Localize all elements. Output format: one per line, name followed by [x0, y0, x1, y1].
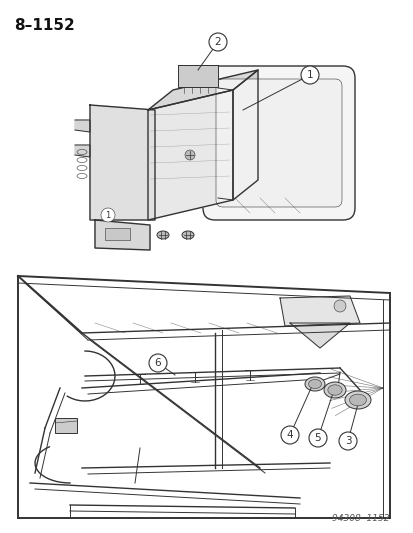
Text: 94308  1152: 94308 1152 — [332, 514, 389, 523]
Circle shape — [338, 432, 356, 450]
Ellipse shape — [323, 382, 345, 398]
Polygon shape — [75, 145, 90, 157]
Polygon shape — [289, 323, 349, 348]
Polygon shape — [147, 90, 233, 220]
Text: 1: 1 — [105, 211, 110, 220]
Circle shape — [308, 429, 326, 447]
Ellipse shape — [157, 231, 169, 239]
Text: 3: 3 — [344, 436, 351, 446]
Circle shape — [209, 33, 226, 51]
Text: 5: 5 — [314, 433, 320, 443]
Bar — [105, 228, 130, 240]
Polygon shape — [147, 70, 257, 110]
Ellipse shape — [182, 231, 194, 239]
Circle shape — [149, 354, 166, 372]
Ellipse shape — [349, 394, 366, 406]
FancyBboxPatch shape — [202, 66, 354, 220]
Polygon shape — [233, 70, 257, 200]
Ellipse shape — [344, 391, 370, 409]
FancyBboxPatch shape — [216, 79, 341, 207]
Text: 1: 1 — [306, 70, 313, 80]
Text: 6: 6 — [154, 358, 161, 368]
Circle shape — [333, 300, 345, 312]
Bar — [55, 418, 77, 433]
Circle shape — [101, 208, 115, 222]
Text: 2: 2 — [214, 37, 221, 47]
Text: 4: 4 — [286, 430, 292, 440]
Ellipse shape — [304, 377, 324, 391]
Polygon shape — [90, 105, 154, 220]
Ellipse shape — [308, 379, 321, 389]
Circle shape — [280, 426, 298, 444]
Polygon shape — [75, 120, 90, 132]
Polygon shape — [95, 220, 150, 250]
Polygon shape — [279, 296, 359, 326]
Text: 8–1152: 8–1152 — [14, 18, 75, 33]
Circle shape — [185, 150, 195, 160]
Bar — [178, 65, 218, 87]
Ellipse shape — [327, 385, 341, 395]
Circle shape — [300, 66, 318, 84]
